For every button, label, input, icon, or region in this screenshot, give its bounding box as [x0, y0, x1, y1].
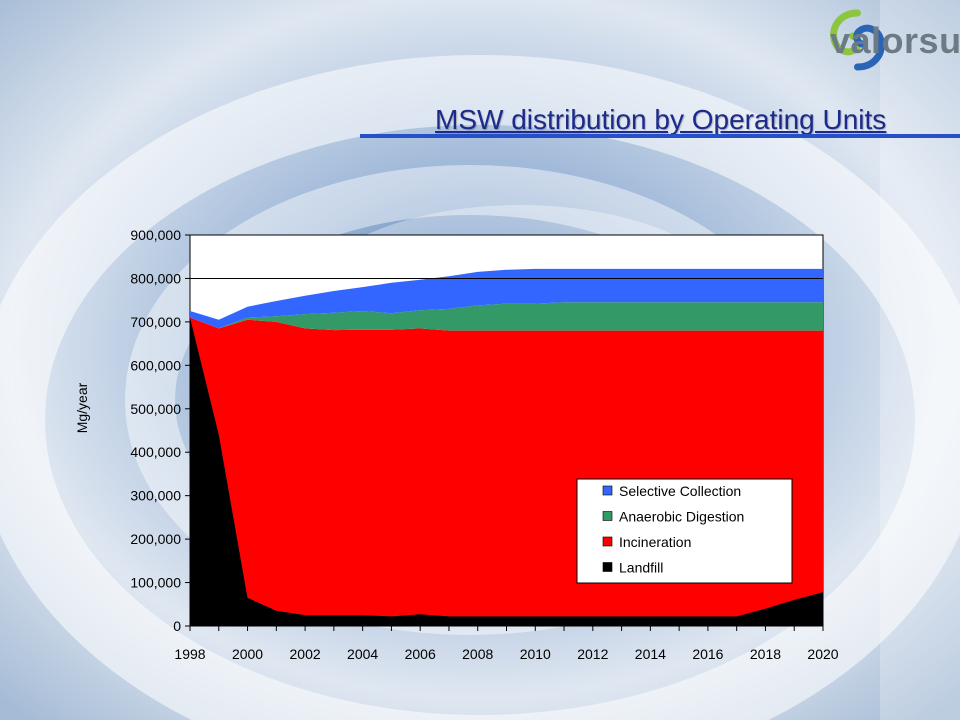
valorsul-logo: [830, 9, 885, 71]
x-tick-label: 2020: [807, 646, 838, 662]
legend-swatch: [602, 562, 613, 572]
title-underline-rule: [360, 134, 960, 138]
legend-swatch: [602, 536, 613, 547]
y-tick-label: 900,000: [130, 227, 181, 243]
x-tick-label: 2004: [347, 646, 378, 662]
y-tick-label: 600,000: [130, 357, 181, 373]
legend-swatch: [602, 485, 613, 496]
x-axis: 1998 2000 2002 2004 2006 2008 2010 2012 2014 2016…: [174, 626, 839, 662]
y-tick-label: 800,000: [130, 270, 181, 286]
x-tick-label: 2006: [405, 646, 436, 662]
x-tick-label: 2010: [520, 646, 551, 662]
legend-swatch: [602, 511, 613, 521]
page-title: MSW distribution by Operating Units: [435, 104, 887, 135]
legend: Selective Collection Anaerobic Digestion I…: [576, 478, 793, 584]
x-tick-label: 2014: [635, 646, 666, 662]
y-axis-title: Mg/year: [74, 382, 90, 433]
legend-box: [576, 478, 793, 584]
area-anaerobic-digestion: [190, 302, 823, 331]
y-tick-label: 0: [173, 618, 181, 634]
x-tick-label: 2008: [462, 646, 493, 662]
x-tick-label: 2000: [232, 646, 263, 662]
area-selective-collection: [190, 268, 823, 329]
legend-label: Anaerobic Digestion: [619, 509, 744, 525]
legend-label: Incineration: [619, 534, 691, 550]
x-tick-label: 2002: [290, 646, 321, 662]
y-tick-label: 300,000: [130, 488, 181, 504]
x-tick-label: 2016: [692, 646, 723, 662]
legend-label: Landfill: [619, 560, 663, 576]
y-tick-label: 100,000: [130, 575, 181, 591]
x-tick-label: 2018: [750, 646, 781, 662]
legend-label: Selective Collection: [619, 483, 741, 499]
logo-text: valorsul: [830, 20, 960, 61]
x-tick-label: 1998: [174, 646, 205, 662]
y-axis: 0 100,000 200,000 300,000 400,000 500,000 600,…: [130, 227, 190, 634]
y-tick-label: 200,000: [130, 531, 181, 547]
y-tick-label: 700,000: [130, 314, 181, 330]
y-tick-label: 500,000: [130, 401, 181, 417]
x-tick-label: 2012: [577, 646, 608, 662]
y-tick-label: 400,000: [130, 444, 181, 460]
